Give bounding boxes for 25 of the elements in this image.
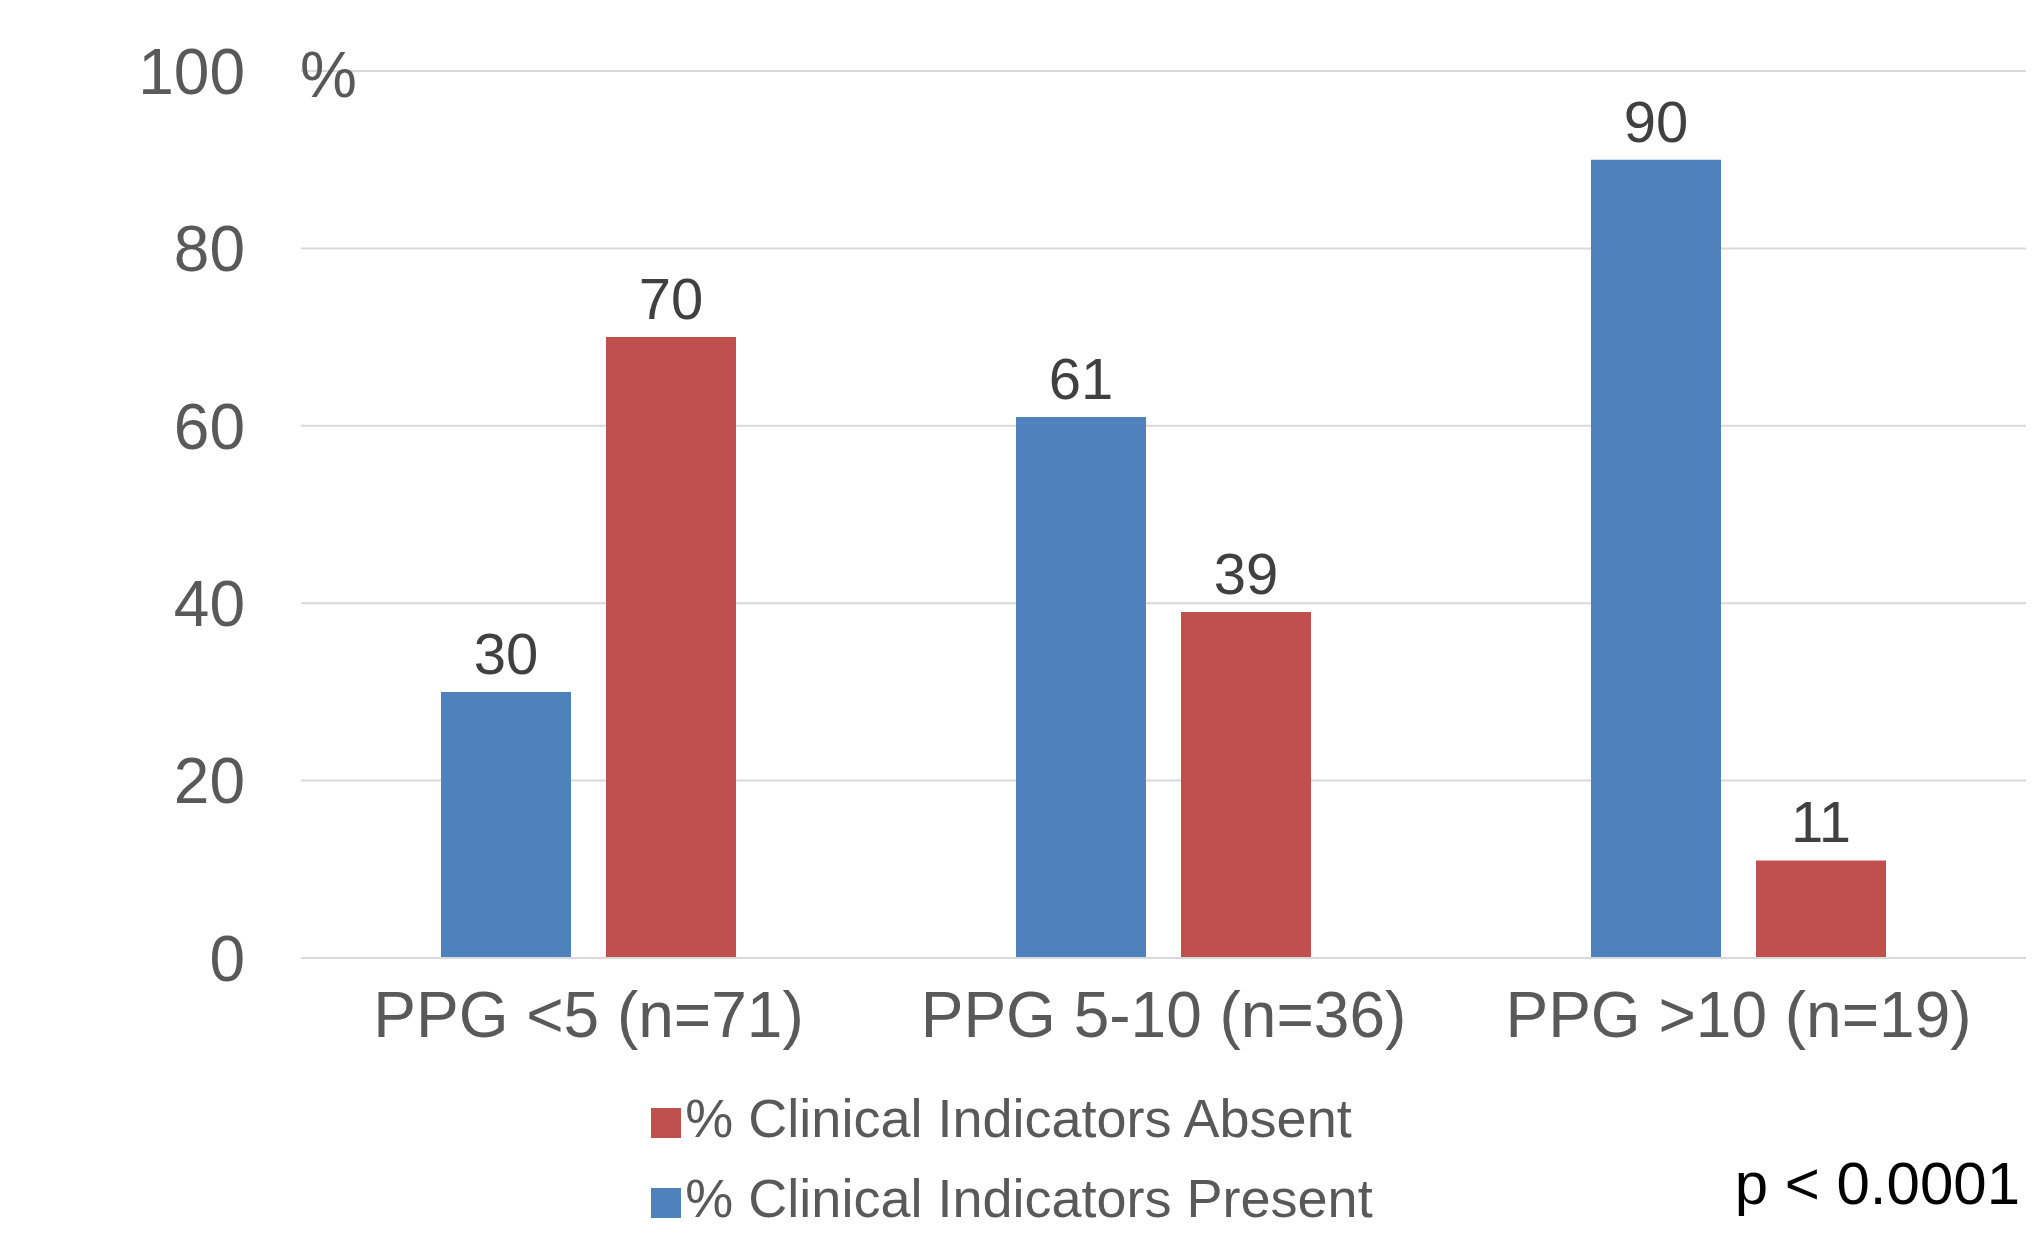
bar [606,337,736,958]
y-tick-label: 80 [173,213,245,286]
x-tick-label: PPG 5-10 (n=36) [920,979,1407,1052]
y-tick-label: 0 [209,922,245,995]
bar [441,691,571,958]
y-tick-label: 60 [173,390,245,463]
y-tick-label: 20 [173,745,245,818]
data-label: 70 [638,266,704,332]
data-label: 30 [473,620,539,686]
text: p < 0.0001 [1734,1149,2020,1218]
y-tick-label: 40 [173,567,245,640]
data-label: 90 [1623,88,1689,154]
x-tick-label: PPG >10 (n=19) [1505,979,1972,1052]
legend-label: % Clinical Indicators Absent [685,1088,1352,1148]
bar [1181,612,1311,958]
bar [1591,159,1721,958]
y-axis-title: % [300,38,357,112]
legend-label: % Clinical Indicators Present [685,1168,1373,1228]
data-label: 39 [1213,541,1279,607]
data-label: 11 [1790,789,1852,855]
x-tick-label: PPG <5 (n=71) [373,979,804,1052]
bar [1016,416,1146,958]
bar [1756,860,1886,958]
data-label: 61 [1048,345,1114,411]
y-tick-label: 100 [138,35,245,108]
